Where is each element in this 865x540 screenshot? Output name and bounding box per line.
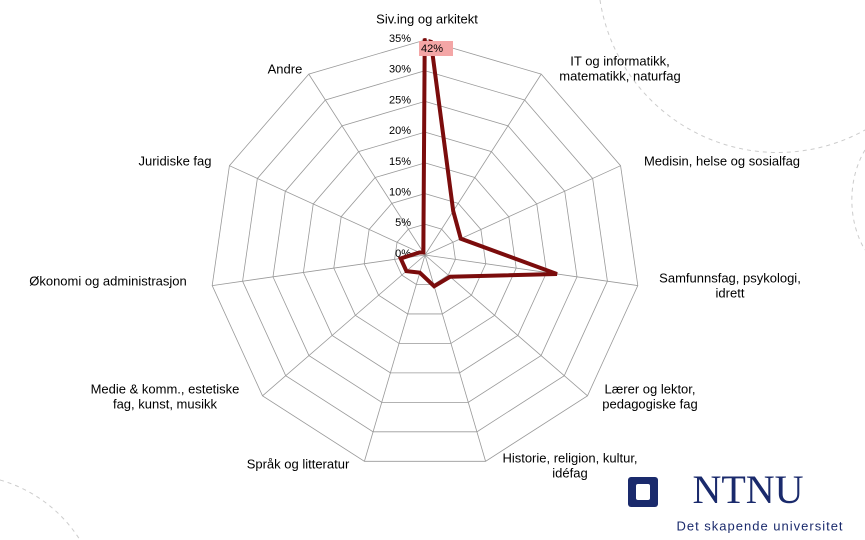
category-label: Språk og litteratur: [247, 456, 350, 471]
y-tick-label: 15%: [389, 156, 411, 168]
spoke: [364, 254, 426, 462]
decoration: [599, 0, 865, 153]
grid-ring: [302, 131, 548, 374]
category-label: Medisin, helse og sosialfag: [644, 153, 800, 168]
spoke: [212, 254, 426, 286]
spoke: [424, 165, 621, 256]
tagline: Det skapende universitet: [676, 518, 843, 533]
category-label: Historie, religion, kultur, idéfag: [502, 451, 637, 481]
spoke: [424, 254, 638, 286]
decoration: [851, 149, 865, 251]
logo: NTNU Det skapende universitet: [628, 467, 843, 533]
grid-ring: [272, 101, 578, 403]
category-label: Andre: [268, 61, 303, 76]
y-tick-label: 5%: [395, 217, 411, 229]
spoke: [229, 165, 426, 256]
spoke: [424, 254, 486, 462]
category-label: Lærer og lektor, pedagogiske fag: [602, 382, 697, 412]
grid-ring: [333, 162, 517, 344]
category-label: Samfunnsfag, psykologi, idrett: [659, 271, 801, 301]
spoke: [262, 254, 426, 397]
grid-ring: [242, 70, 608, 433]
category-label: Juridiske fag: [139, 153, 212, 168]
grid-ring: [363, 193, 487, 315]
y-tick-label: 35%: [389, 33, 411, 45]
category-label: IT og informatikk, matematikk, naturfag: [559, 54, 680, 84]
logo-text: NTNU: [692, 467, 803, 512]
y-tick-label: 25%: [389, 94, 411, 106]
series-line: [397, 38, 558, 289]
y-tick-label: 30%: [389, 64, 411, 76]
grid-ring: [394, 223, 456, 285]
grid-ring: [211, 39, 639, 462]
data-label-bg: [419, 41, 453, 56]
category-label: Medie & komm., estetiske fag, kunst, musi…: [91, 382, 240, 412]
spoke: [308, 73, 426, 256]
category-label: Siv.ing og arkitekt: [376, 11, 478, 26]
y-tick-label: 20%: [389, 125, 411, 137]
decoration: [0, 479, 81, 540]
y-tick-label: 10%: [389, 186, 411, 198]
spoke: [424, 73, 542, 256]
data-label: 42%: [421, 43, 443, 55]
category-label: Økonomi og administrasjon: [29, 273, 187, 288]
